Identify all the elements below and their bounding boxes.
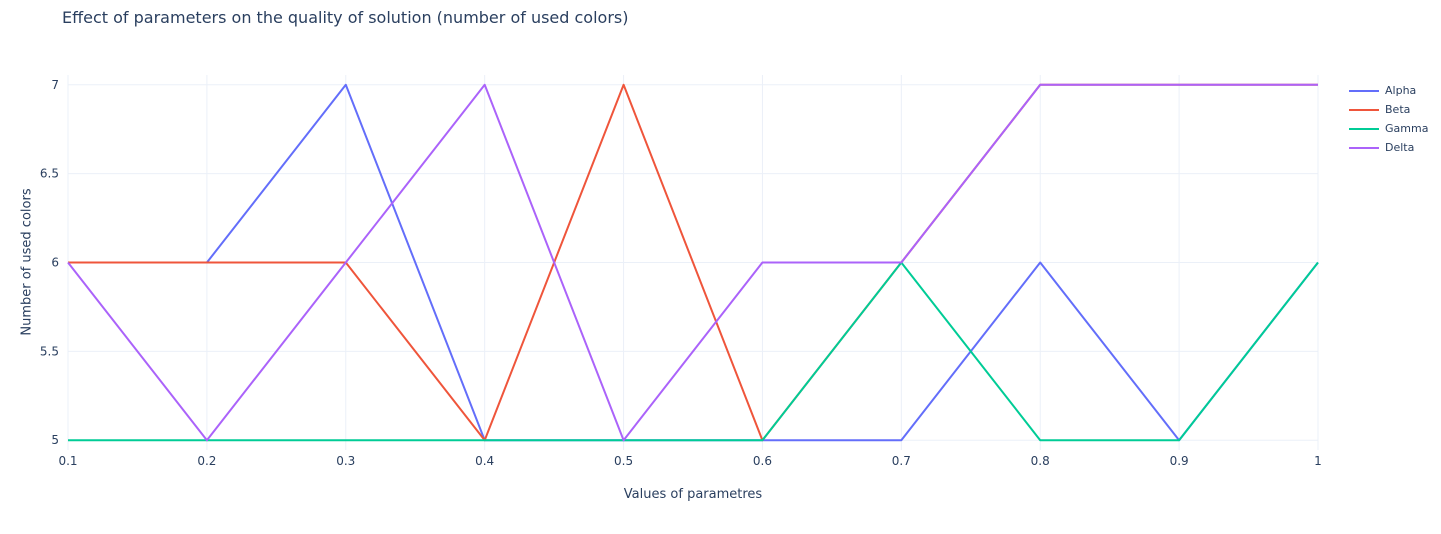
x-tick-label: 0.7 [892,454,911,468]
x-tick-label: 0.9 [1170,454,1189,468]
legend-item-alpha[interactable]: Alpha [1349,81,1428,100]
legend-swatch [1349,127,1379,130]
legend-swatch [1349,89,1379,92]
y-tick-label: 5 [51,433,59,447]
x-tick-label: 0.6 [753,454,772,468]
x-tick-label: 0.8 [1031,454,1050,468]
legend-label: Alpha [1385,84,1417,97]
legend-label: Gamma [1385,122,1429,135]
legend-item-delta[interactable]: Delta [1349,138,1428,157]
x-tick-label: 0.2 [197,454,216,468]
x-tick-label: 1 [1314,454,1322,468]
series-line-gamma[interactable] [68,261,1319,442]
axis-ticks: 0.1 0.2 0.3 0.4 0.5 0.6 0.7 0.8 0.9 1 5 5.5 6 6.5 7 [40,78,1322,468]
legend[interactable]: Alpha Beta Gamma Delta [1349,81,1428,157]
x-tick-label: 0.3 [336,454,355,468]
legend-item-gamma[interactable]: Gamma [1349,119,1428,138]
legend-label: Beta [1385,103,1411,116]
y-axis-label: Number of used colors [19,188,35,336]
legend-swatch [1349,108,1379,111]
x-tick-label: 0.5 [614,454,633,468]
series-lines [67,83,1319,442]
y-tick-label: 6 [51,256,59,270]
series-line-delta[interactable] [67,83,1318,442]
y-tick-label: 5.5 [40,344,59,358]
x-tick-label: 0.1 [58,454,77,468]
x-tick-label: 0.4 [475,454,494,468]
y-tick-label: 6.5 [40,167,59,181]
legend-item-beta[interactable]: Beta [1349,100,1428,119]
legend-swatch [1349,146,1379,149]
y-tick-label: 7 [51,78,59,92]
x-axis-label: Values of parametres [623,487,763,502]
legend-label: Delta [1385,141,1415,154]
chart-title: Effect of parameters on the quality of s… [62,8,629,27]
